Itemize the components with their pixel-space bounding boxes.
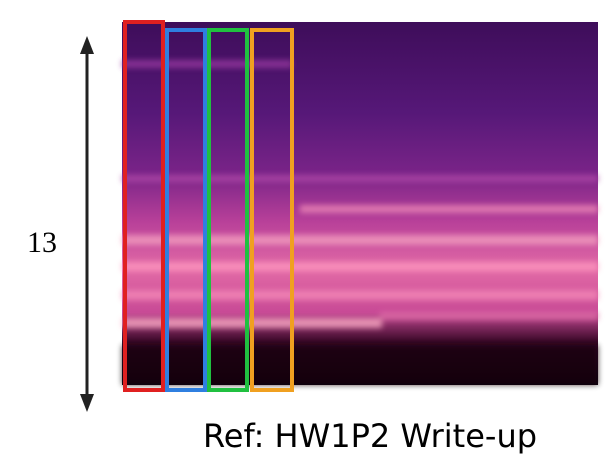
arrow — [80, 36, 94, 412]
frame-boxes — [123, 20, 294, 392]
spectrogram — [122, 22, 598, 385]
caption: Ref: HW1P2 Write-up — [203, 417, 537, 455]
dimension-label: 13 — [27, 226, 57, 259]
